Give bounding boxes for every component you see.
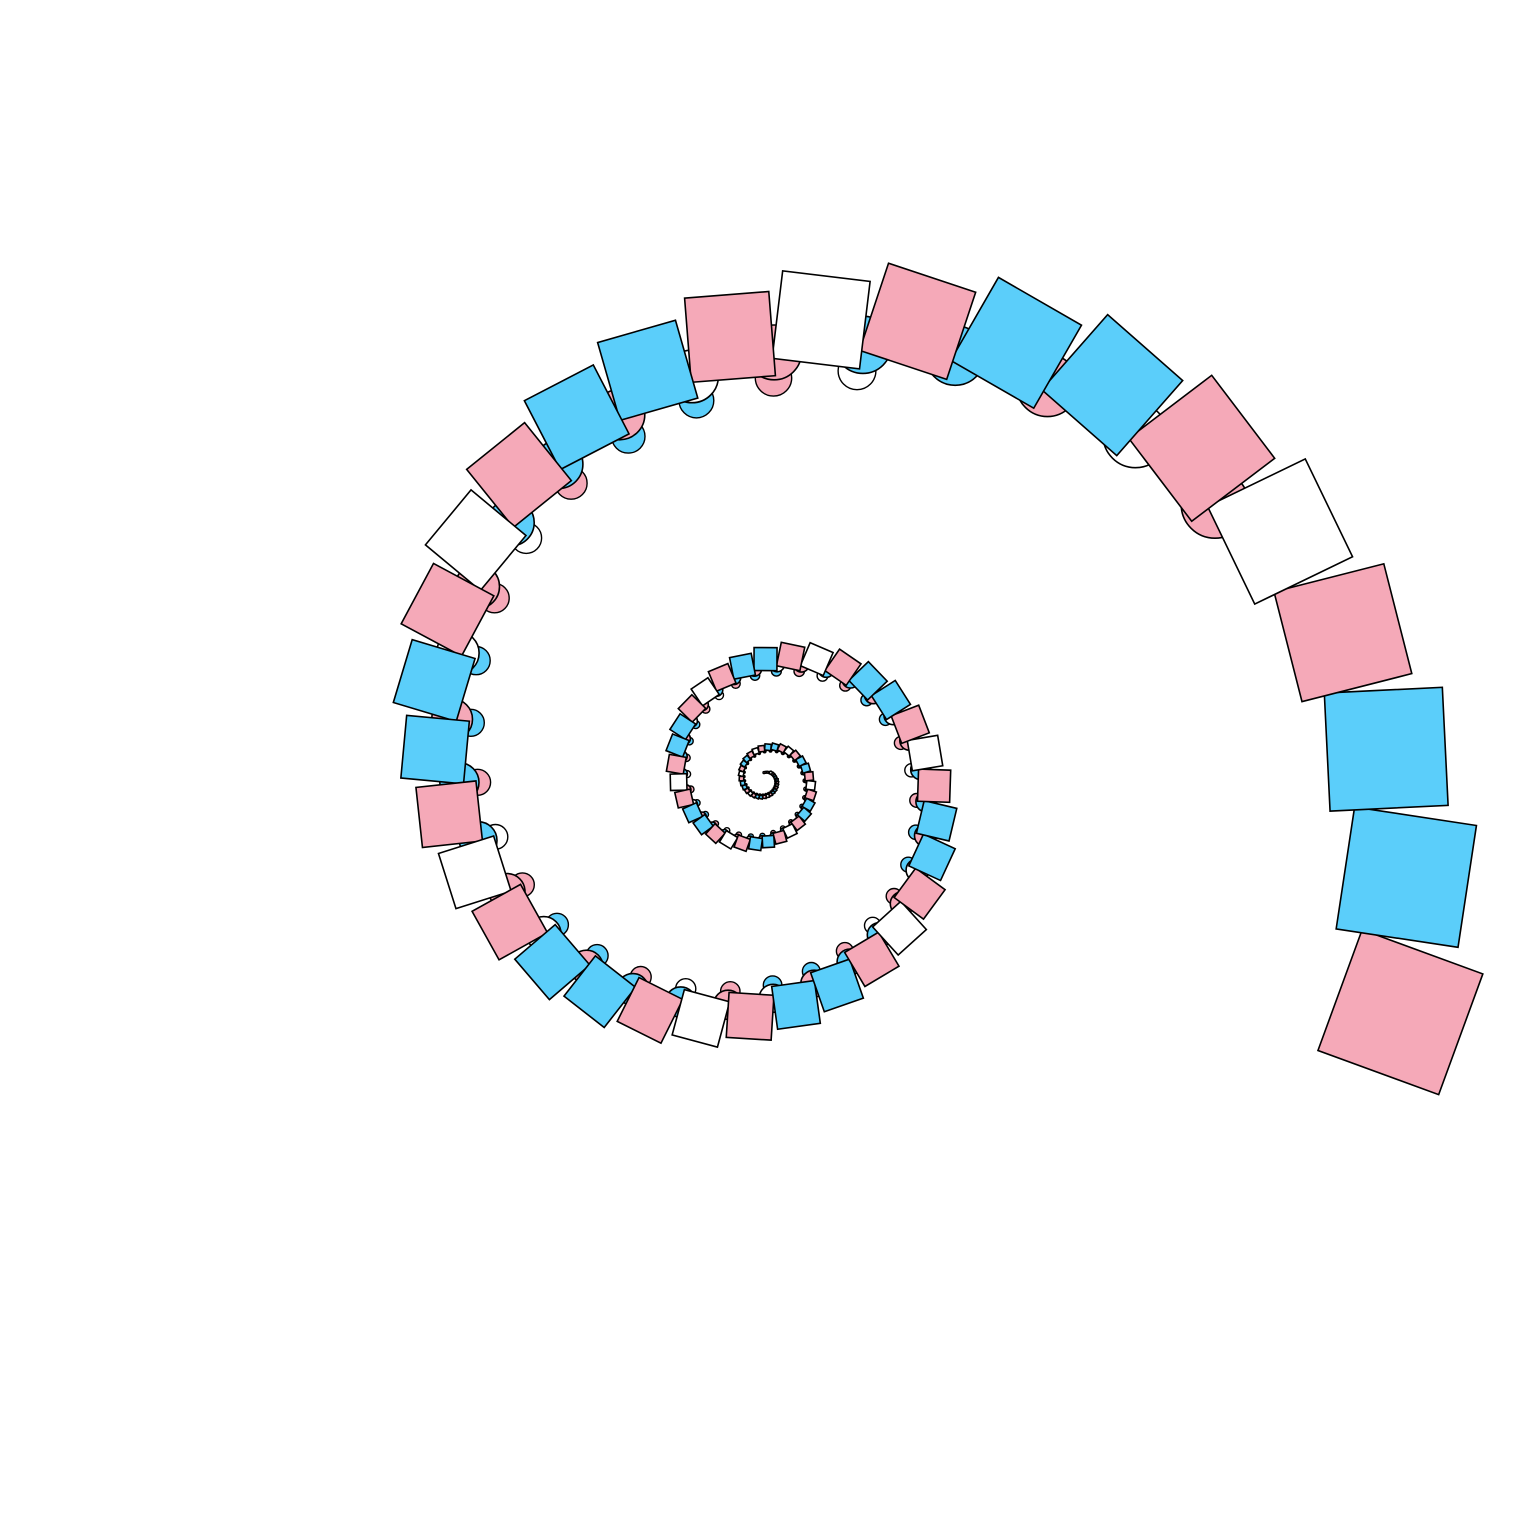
square bbox=[949, 276, 1083, 410]
dot bbox=[762, 770, 766, 775]
square bbox=[415, 780, 484, 849]
square bbox=[671, 988, 731, 1049]
square bbox=[392, 638, 477, 723]
square bbox=[847, 660, 889, 702]
square bbox=[753, 646, 778, 672]
square bbox=[513, 923, 591, 1001]
square bbox=[677, 693, 707, 724]
square bbox=[596, 319, 699, 422]
square bbox=[725, 991, 775, 1042]
square bbox=[858, 262, 977, 381]
square bbox=[665, 753, 688, 776]
square bbox=[681, 801, 704, 824]
square bbox=[733, 834, 752, 853]
square bbox=[915, 799, 958, 842]
square bbox=[906, 734, 944, 772]
square bbox=[1273, 562, 1413, 703]
square bbox=[718, 829, 739, 851]
square bbox=[799, 641, 835, 677]
square bbox=[664, 732, 691, 759]
square bbox=[871, 900, 928, 957]
square bbox=[775, 641, 806, 672]
square bbox=[424, 488, 528, 592]
square bbox=[775, 778, 779, 782]
square bbox=[890, 704, 931, 745]
square bbox=[704, 822, 727, 845]
square bbox=[690, 676, 721, 707]
square bbox=[1206, 457, 1354, 606]
square bbox=[1127, 374, 1276, 523]
square bbox=[399, 714, 471, 785]
square bbox=[1040, 313, 1184, 457]
square bbox=[470, 883, 549, 961]
square bbox=[400, 562, 495, 658]
square bbox=[747, 835, 764, 852]
square bbox=[691, 813, 715, 836]
square bbox=[1323, 686, 1449, 812]
square bbox=[683, 290, 777, 384]
square bbox=[1335, 806, 1478, 949]
square bbox=[707, 662, 738, 693]
circle bbox=[768, 770, 774, 776]
square bbox=[616, 976, 684, 1045]
square bbox=[1316, 928, 1484, 1096]
square bbox=[668, 712, 697, 741]
square bbox=[523, 363, 631, 471]
square bbox=[907, 833, 957, 882]
square bbox=[843, 931, 901, 988]
spiral bbox=[392, 262, 1484, 1096]
square bbox=[823, 647, 863, 687]
square bbox=[669, 772, 688, 792]
square bbox=[892, 866, 947, 921]
square bbox=[772, 829, 788, 846]
square bbox=[437, 834, 513, 910]
square bbox=[562, 954, 637, 1029]
square bbox=[809, 958, 865, 1013]
square bbox=[770, 979, 822, 1031]
square bbox=[916, 768, 952, 804]
square bbox=[771, 270, 871, 370]
square bbox=[465, 421, 573, 529]
square bbox=[761, 834, 776, 849]
square bbox=[728, 652, 757, 681]
square bbox=[796, 806, 813, 823]
square bbox=[804, 779, 817, 792]
square bbox=[763, 742, 773, 752]
square bbox=[870, 679, 912, 721]
square bbox=[673, 788, 695, 809]
